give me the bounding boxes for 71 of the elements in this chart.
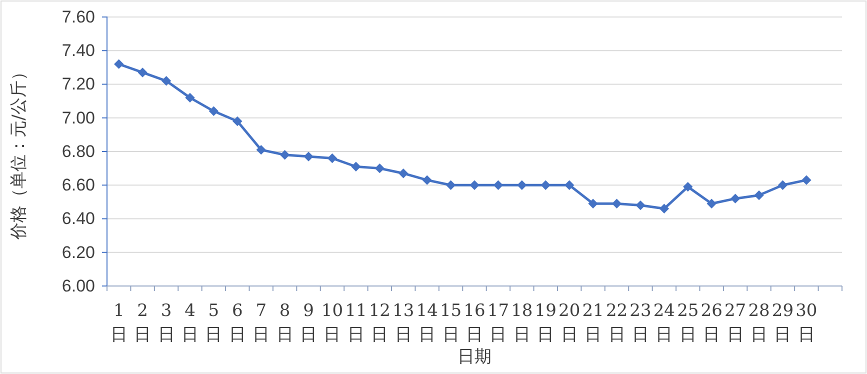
point (374, 163, 385, 174)
y-tick-label: 7.40 (62, 41, 95, 60)
point (256, 144, 266, 155)
point (778, 180, 788, 190)
x-tick-label: 20日 (558, 301, 580, 345)
y-axis-title: 价格（单位：元/公斤） (9, 64, 29, 240)
point (802, 175, 812, 185)
point (446, 180, 456, 190)
point (208, 106, 219, 116)
y-tick-label: 6.40 (62, 209, 95, 228)
x-tick-label: 26日 (700, 301, 722, 345)
x-tick-label: 13日 (392, 301, 414, 345)
x-tick-label: 22日 (606, 301, 628, 345)
y-tick-label: 7.60 (62, 7, 95, 26)
point (540, 180, 550, 190)
y-tick-label: 7.00 (62, 108, 95, 128)
point (493, 180, 504, 190)
point (138, 68, 148, 78)
x-tick-label: 15日 (440, 301, 462, 345)
point (754, 190, 764, 200)
point (588, 198, 598, 208)
x-tick-label: 12日 (368, 301, 390, 345)
x-tick-label: 5日 (205, 301, 222, 345)
x-tick-label: 14日 (416, 301, 438, 345)
point (706, 198, 716, 208)
x-tick-label: 9日 (300, 301, 318, 345)
x-tick-label: 16日 (464, 301, 486, 345)
point (161, 76, 172, 86)
x-tick-label: 30日 (796, 301, 818, 345)
x-tick-label: 29日 (772, 301, 794, 345)
x-tick-label: 23日 (630, 301, 652, 345)
point (659, 204, 670, 214)
x-tick-label: 24日 (653, 301, 675, 345)
x-tick-label: 17日 (487, 301, 510, 345)
x-axis-title: 日期 (458, 347, 492, 367)
point (564, 180, 574, 190)
y-tick-label: 7.20 (62, 74, 95, 94)
point (517, 180, 527, 190)
point (730, 194, 740, 204)
x-tick-label: 3日 (158, 301, 175, 345)
point (351, 162, 361, 172)
point (470, 180, 480, 190)
x-tick-label: 18日 (511, 301, 533, 345)
x-tick-label: 28日 (748, 301, 770, 345)
point (683, 182, 693, 192)
x-tick-label: 21日 (582, 301, 604, 345)
x-tick-label: 19日 (534, 301, 556, 345)
y-tick-label: 6.60 (62, 176, 95, 195)
x-tick-label: 2日 (134, 301, 152, 345)
x-tick-label: 27日 (724, 301, 746, 345)
point (327, 153, 338, 164)
y-tick-label: 6.80 (62, 142, 95, 161)
point (636, 200, 646, 210)
point (185, 92, 195, 103)
x-tick-label: 7日 (252, 301, 270, 345)
x-tick-label: 11日 (345, 301, 367, 345)
point (114, 59, 124, 69)
x-tick-label: 10日 (321, 301, 344, 345)
x-tick-label: 25日 (677, 301, 699, 345)
point (280, 150, 290, 160)
y-tick-label: 6.00 (62, 276, 95, 296)
x-tick-label: 8日 (276, 301, 294, 345)
point (612, 198, 622, 208)
y-tick-label: 6.20 (62, 242, 95, 262)
x-tick-label: 4日 (181, 301, 198, 345)
x-tick-label: 1日 (110, 301, 128, 345)
point (422, 175, 432, 185)
point (304, 152, 314, 162)
point (398, 168, 408, 178)
point (232, 116, 242, 126)
x-tick-label: 6日 (228, 301, 246, 345)
